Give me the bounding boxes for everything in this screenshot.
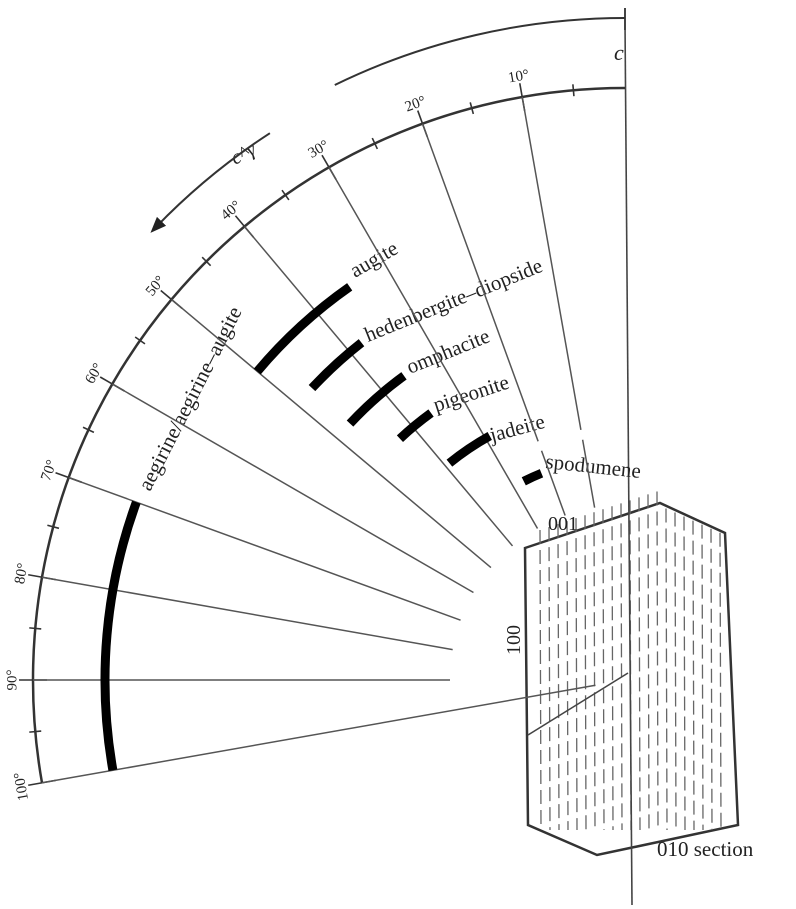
mineral-bar	[308, 339, 365, 392]
hatch-line	[674, 512, 677, 831]
hatch-line	[620, 503, 623, 831]
mineral-bar	[521, 469, 544, 486]
mineral-label: augite	[346, 236, 402, 282]
direction-arrow	[150, 132, 271, 233]
hatch-line	[602, 509, 605, 831]
degree-label: 90°	[4, 670, 20, 691]
hatch-line	[557, 524, 560, 831]
radial-line	[521, 96, 596, 508]
scale-tick	[469, 102, 475, 115]
degree-label: 100°	[11, 771, 32, 802]
radial-line	[41, 684, 596, 784]
hatch-line	[575, 518, 578, 831]
degree-label: 20°	[403, 93, 428, 115]
mineral-label: hedenbergite–diopside	[361, 253, 546, 346]
mineral-label: spodumene	[544, 449, 642, 483]
mineral-label: jadeite	[486, 409, 547, 447]
mineral-bar	[253, 283, 353, 375]
scale-tick	[47, 524, 60, 530]
radial-line	[68, 476, 461, 621]
axis-label: c	[614, 40, 624, 65]
degree-label: 60°	[82, 361, 106, 387]
degree-label: 30°	[306, 137, 332, 161]
mineral-bar	[396, 409, 434, 442]
mineral-bar	[446, 432, 492, 467]
hatch-line	[656, 491, 659, 831]
degree-label: 40°	[218, 198, 244, 224]
hatch-line	[584, 515, 587, 831]
hatch-line	[683, 516, 686, 831]
radial-line	[111, 383, 474, 594]
mineral-bar	[100, 500, 141, 772]
hatch-line	[665, 508, 668, 831]
hatch-line	[719, 532, 722, 831]
hatch-line	[710, 528, 713, 831]
scale-tick	[29, 627, 42, 630]
hatch-line	[593, 512, 596, 831]
radial-line	[243, 226, 514, 547]
scale-tick	[82, 426, 95, 434]
mineral-label: omphacite	[403, 324, 493, 379]
scale-tick	[281, 189, 290, 201]
mineral-label: aegirine/aegirine–augite	[133, 303, 247, 495]
degree-label: 50°	[143, 273, 169, 299]
gamma-axis	[527, 672, 629, 736]
scale-tick	[572, 84, 575, 97]
hatch-line	[647, 494, 650, 831]
section-label: 010 section	[657, 837, 754, 861]
hatch-line	[539, 530, 542, 831]
outer-arc	[334, 17, 626, 86]
radial-line	[421, 123, 566, 516]
radial-line	[328, 166, 539, 529]
face-label: 100	[503, 625, 525, 655]
hatch-line	[611, 506, 614, 831]
scale-tick	[29, 730, 42, 733]
c-axis	[624, 21, 633, 906]
mineral-bar	[346, 372, 407, 427]
radial-line	[171, 298, 492, 569]
scale-tick	[371, 137, 379, 150]
hatch-line	[638, 497, 641, 831]
hatch-line	[692, 520, 695, 831]
degree-label: 70°	[38, 458, 60, 483]
face-label: 001	[548, 513, 578, 535]
scale-tick	[201, 256, 212, 267]
hatch-line	[701, 524, 704, 831]
hatch-line	[566, 521, 569, 831]
scale-tick	[134, 336, 146, 345]
mineral-label: pigeonite	[430, 370, 512, 417]
degree-label: 10°	[507, 67, 530, 86]
degree-label: 80°	[12, 562, 31, 585]
hatch-line	[548, 527, 551, 831]
